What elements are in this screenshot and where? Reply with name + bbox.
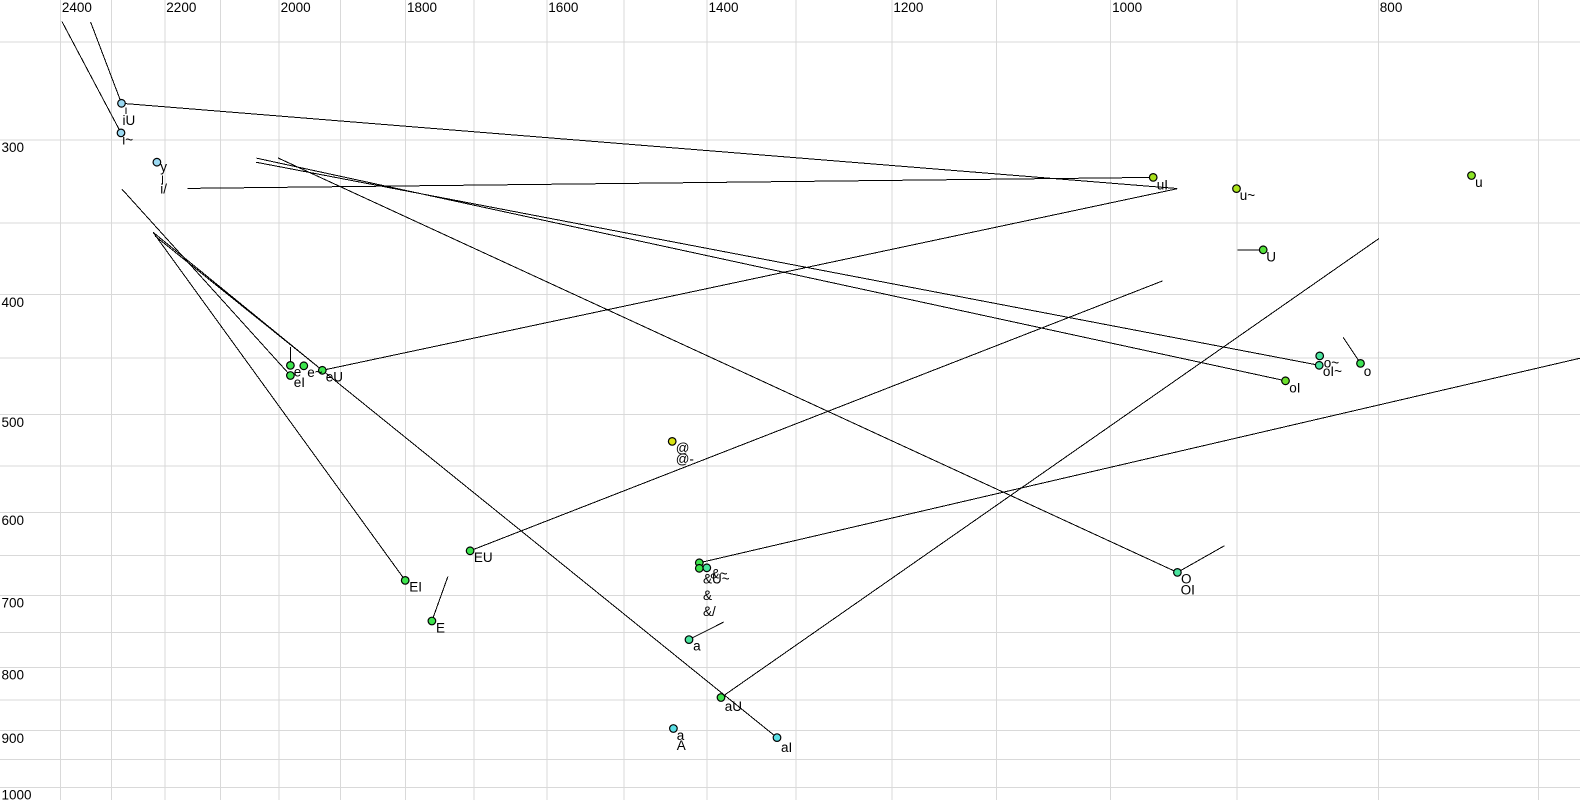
svg-text:OI: OI [1181, 582, 1195, 597]
svg-text:U: U [1266, 250, 1276, 265]
svg-text:EU: EU [474, 550, 493, 565]
svg-text:&: & [703, 588, 712, 603]
svg-text:1000: 1000 [2, 787, 32, 800]
svg-text:y: y [160, 160, 167, 175]
svg-text:800: 800 [1380, 0, 1403, 15]
svg-text:&/: &/ [703, 604, 716, 619]
svg-text:2000: 2000 [281, 0, 311, 15]
svg-text:1800: 1800 [407, 0, 437, 15]
svg-text:1000: 1000 [1112, 0, 1142, 15]
svg-text:1200: 1200 [893, 0, 923, 15]
svg-text:O: O [1181, 571, 1192, 586]
svg-text:o~: o~ [1324, 356, 1340, 371]
svg-text:500: 500 [2, 415, 25, 430]
svg-text:a: a [693, 639, 701, 654]
svg-text:u~: u~ [1240, 188, 1256, 203]
svg-text:oI: oI [1289, 381, 1300, 396]
svg-text:o: o [1364, 364, 1372, 379]
svg-text:EI: EI [409, 580, 422, 595]
svg-text:iU: iU [123, 113, 136, 128]
svg-text:i~: i~ [122, 132, 133, 147]
svg-text:2200: 2200 [166, 0, 196, 15]
svg-text:1600: 1600 [548, 0, 578, 15]
svg-text:aI: aI [781, 740, 792, 755]
svg-text:@: @ [676, 441, 690, 456]
svg-text:u: u [1475, 175, 1483, 190]
svg-text:E: E [436, 620, 445, 635]
svg-text:800: 800 [2, 668, 25, 683]
svg-text:eU: eU [326, 370, 343, 385]
svg-text:2400: 2400 [62, 0, 92, 15]
svg-text:300: 300 [2, 140, 25, 155]
svg-text:i/: i/ [160, 182, 167, 197]
svg-text:a: a [677, 728, 685, 743]
svg-text:e: e [294, 365, 302, 380]
svg-text:uI: uI [1157, 178, 1168, 193]
svg-text:900: 900 [2, 731, 25, 746]
svg-text:&U~: &U~ [703, 572, 730, 587]
svg-text:1400: 1400 [709, 0, 739, 15]
svg-text:oI~: oI~ [1323, 364, 1342, 379]
svg-text:700: 700 [2, 596, 25, 611]
svg-text:eI: eI [294, 375, 305, 390]
svg-text:&~: &~ [711, 567, 728, 582]
svg-text:400: 400 [2, 295, 25, 310]
svg-text:aU: aU [725, 699, 742, 714]
svg-text:e~: e~ [307, 365, 323, 380]
svg-text:600: 600 [2, 513, 25, 528]
svg-text:A: A [677, 738, 686, 753]
svg-text:@-: @- [676, 451, 694, 466]
